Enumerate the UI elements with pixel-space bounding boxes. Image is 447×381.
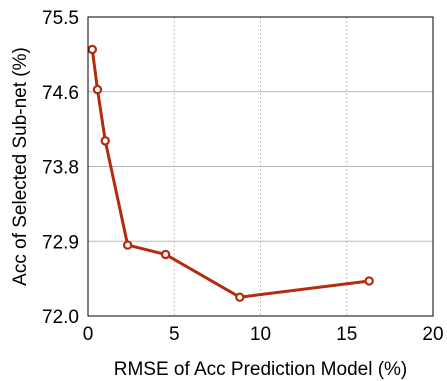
x-tick-labels: 0 5 10 15 20 bbox=[83, 324, 444, 345]
x-tick-label: 0 bbox=[83, 324, 94, 345]
data-point bbox=[87, 44, 98, 55]
y-tick-label: 72.0 bbox=[42, 307, 79, 328]
data-point bbox=[122, 240, 133, 250]
x-tick-label: 5 bbox=[169, 324, 180, 345]
y-tick-label: 74.6 bbox=[42, 83, 79, 104]
x-tick-label: 20 bbox=[422, 324, 443, 345]
data-point bbox=[160, 249, 171, 260]
series-line-layer bbox=[90, 49, 370, 299]
series-marker-layer bbox=[87, 44, 374, 302]
data-point bbox=[100, 136, 110, 146]
data-point bbox=[235, 292, 245, 302]
series-line bbox=[90, 49, 370, 299]
x-axis-label: RMSE of Acc Prediction Model (%) bbox=[114, 359, 408, 380]
y-tick-label: 73.8 bbox=[42, 158, 79, 179]
plot-frame bbox=[87, 16, 434, 317]
data-point bbox=[364, 276, 374, 286]
y-tick-labels: 72.0 72.9 73.8 74.6 75.5 bbox=[42, 8, 79, 328]
data-point bbox=[92, 84, 103, 95]
y-tick-label: 75.5 bbox=[42, 8, 79, 29]
x-tick-label: 15 bbox=[336, 324, 357, 345]
y-axis-label: Acc of Selected Sub-net (%) bbox=[10, 47, 31, 286]
grid bbox=[88, 17, 433, 316]
x-tick-label: 10 bbox=[250, 324, 271, 345]
y-tick-label: 72.9 bbox=[42, 232, 79, 253]
